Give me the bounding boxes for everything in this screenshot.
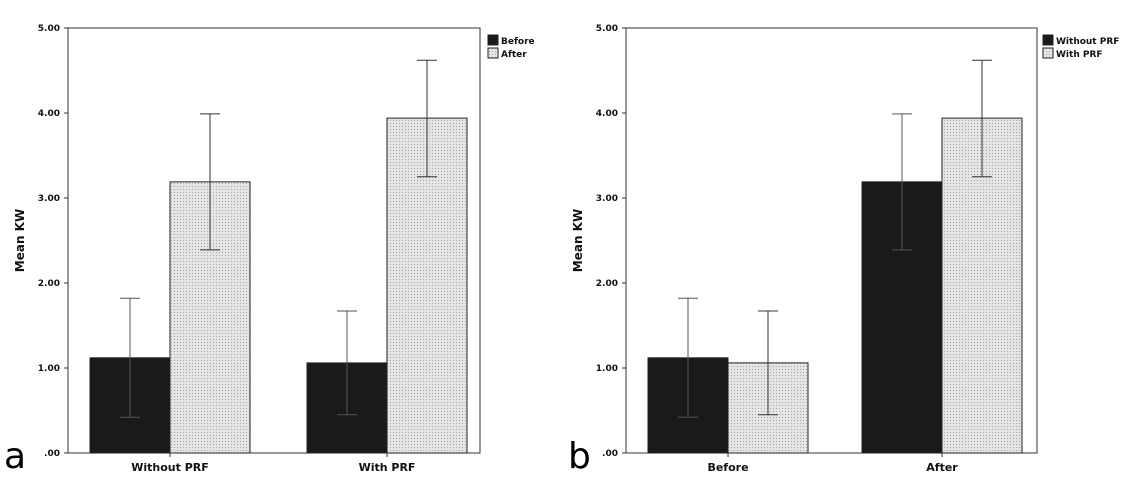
legend-swatch [487, 47, 499, 59]
y-tick-label: 3.00 [38, 194, 60, 204]
chart-panel-b: .00 1.00 2.00 3.00 4.00 5.00 Mean KW Before Afte… [560, 0, 1129, 484]
legend-label: After [501, 50, 527, 60]
y-tick-label: 2.00 [596, 279, 618, 289]
legend-label: Without PRF [1056, 37, 1119, 47]
y-tick-label: .00 [44, 449, 60, 459]
y-tick-label: 1.00 [38, 364, 60, 374]
y-tick-label: 2.00 [38, 279, 60, 289]
chart-b-svg: .00 1.00 2.00 3.00 4.00 5.00 Mean KW Before Afte… [568, 24, 1119, 477]
y-tick-label: 4.00 [38, 109, 60, 119]
panel-label: a [4, 436, 26, 477]
legend-label: Before [501, 37, 535, 47]
chart-a-svg: .00 1.00 2.00 3.00 4.00 5.00 Mean KW Without PR… [4, 24, 535, 477]
x-tick-label: After [926, 461, 958, 474]
y-axis-label: Mean KW [13, 209, 27, 272]
plot-frame [67, 27, 481, 454]
y-tick-label: 4.00 [596, 109, 618, 119]
y-tick-label: 3.00 [596, 194, 618, 204]
x-tick-label: With PRF [359, 461, 416, 474]
plot-frame [625, 27, 1038, 454]
panel-label: b [568, 436, 591, 477]
y-tick-label: 5.00 [596, 24, 618, 34]
y-tick-label: .00 [602, 449, 618, 459]
legend-label: With PRF [1056, 50, 1103, 60]
y-tick-label: 5.00 [38, 24, 60, 34]
legend-swatch [1042, 34, 1054, 46]
y-axis-label: Mean KW [571, 209, 585, 272]
legend-swatch [487, 34, 499, 46]
x-tick-label: Without PRF [131, 461, 209, 474]
legend-swatch [1042, 47, 1054, 59]
y-tick-label: 1.00 [596, 364, 618, 374]
chart-panel-a: .00 1.00 2.00 3.00 4.00 5.00 Mean KW Without PR… [0, 0, 560, 484]
x-tick-label: Before [707, 461, 748, 474]
